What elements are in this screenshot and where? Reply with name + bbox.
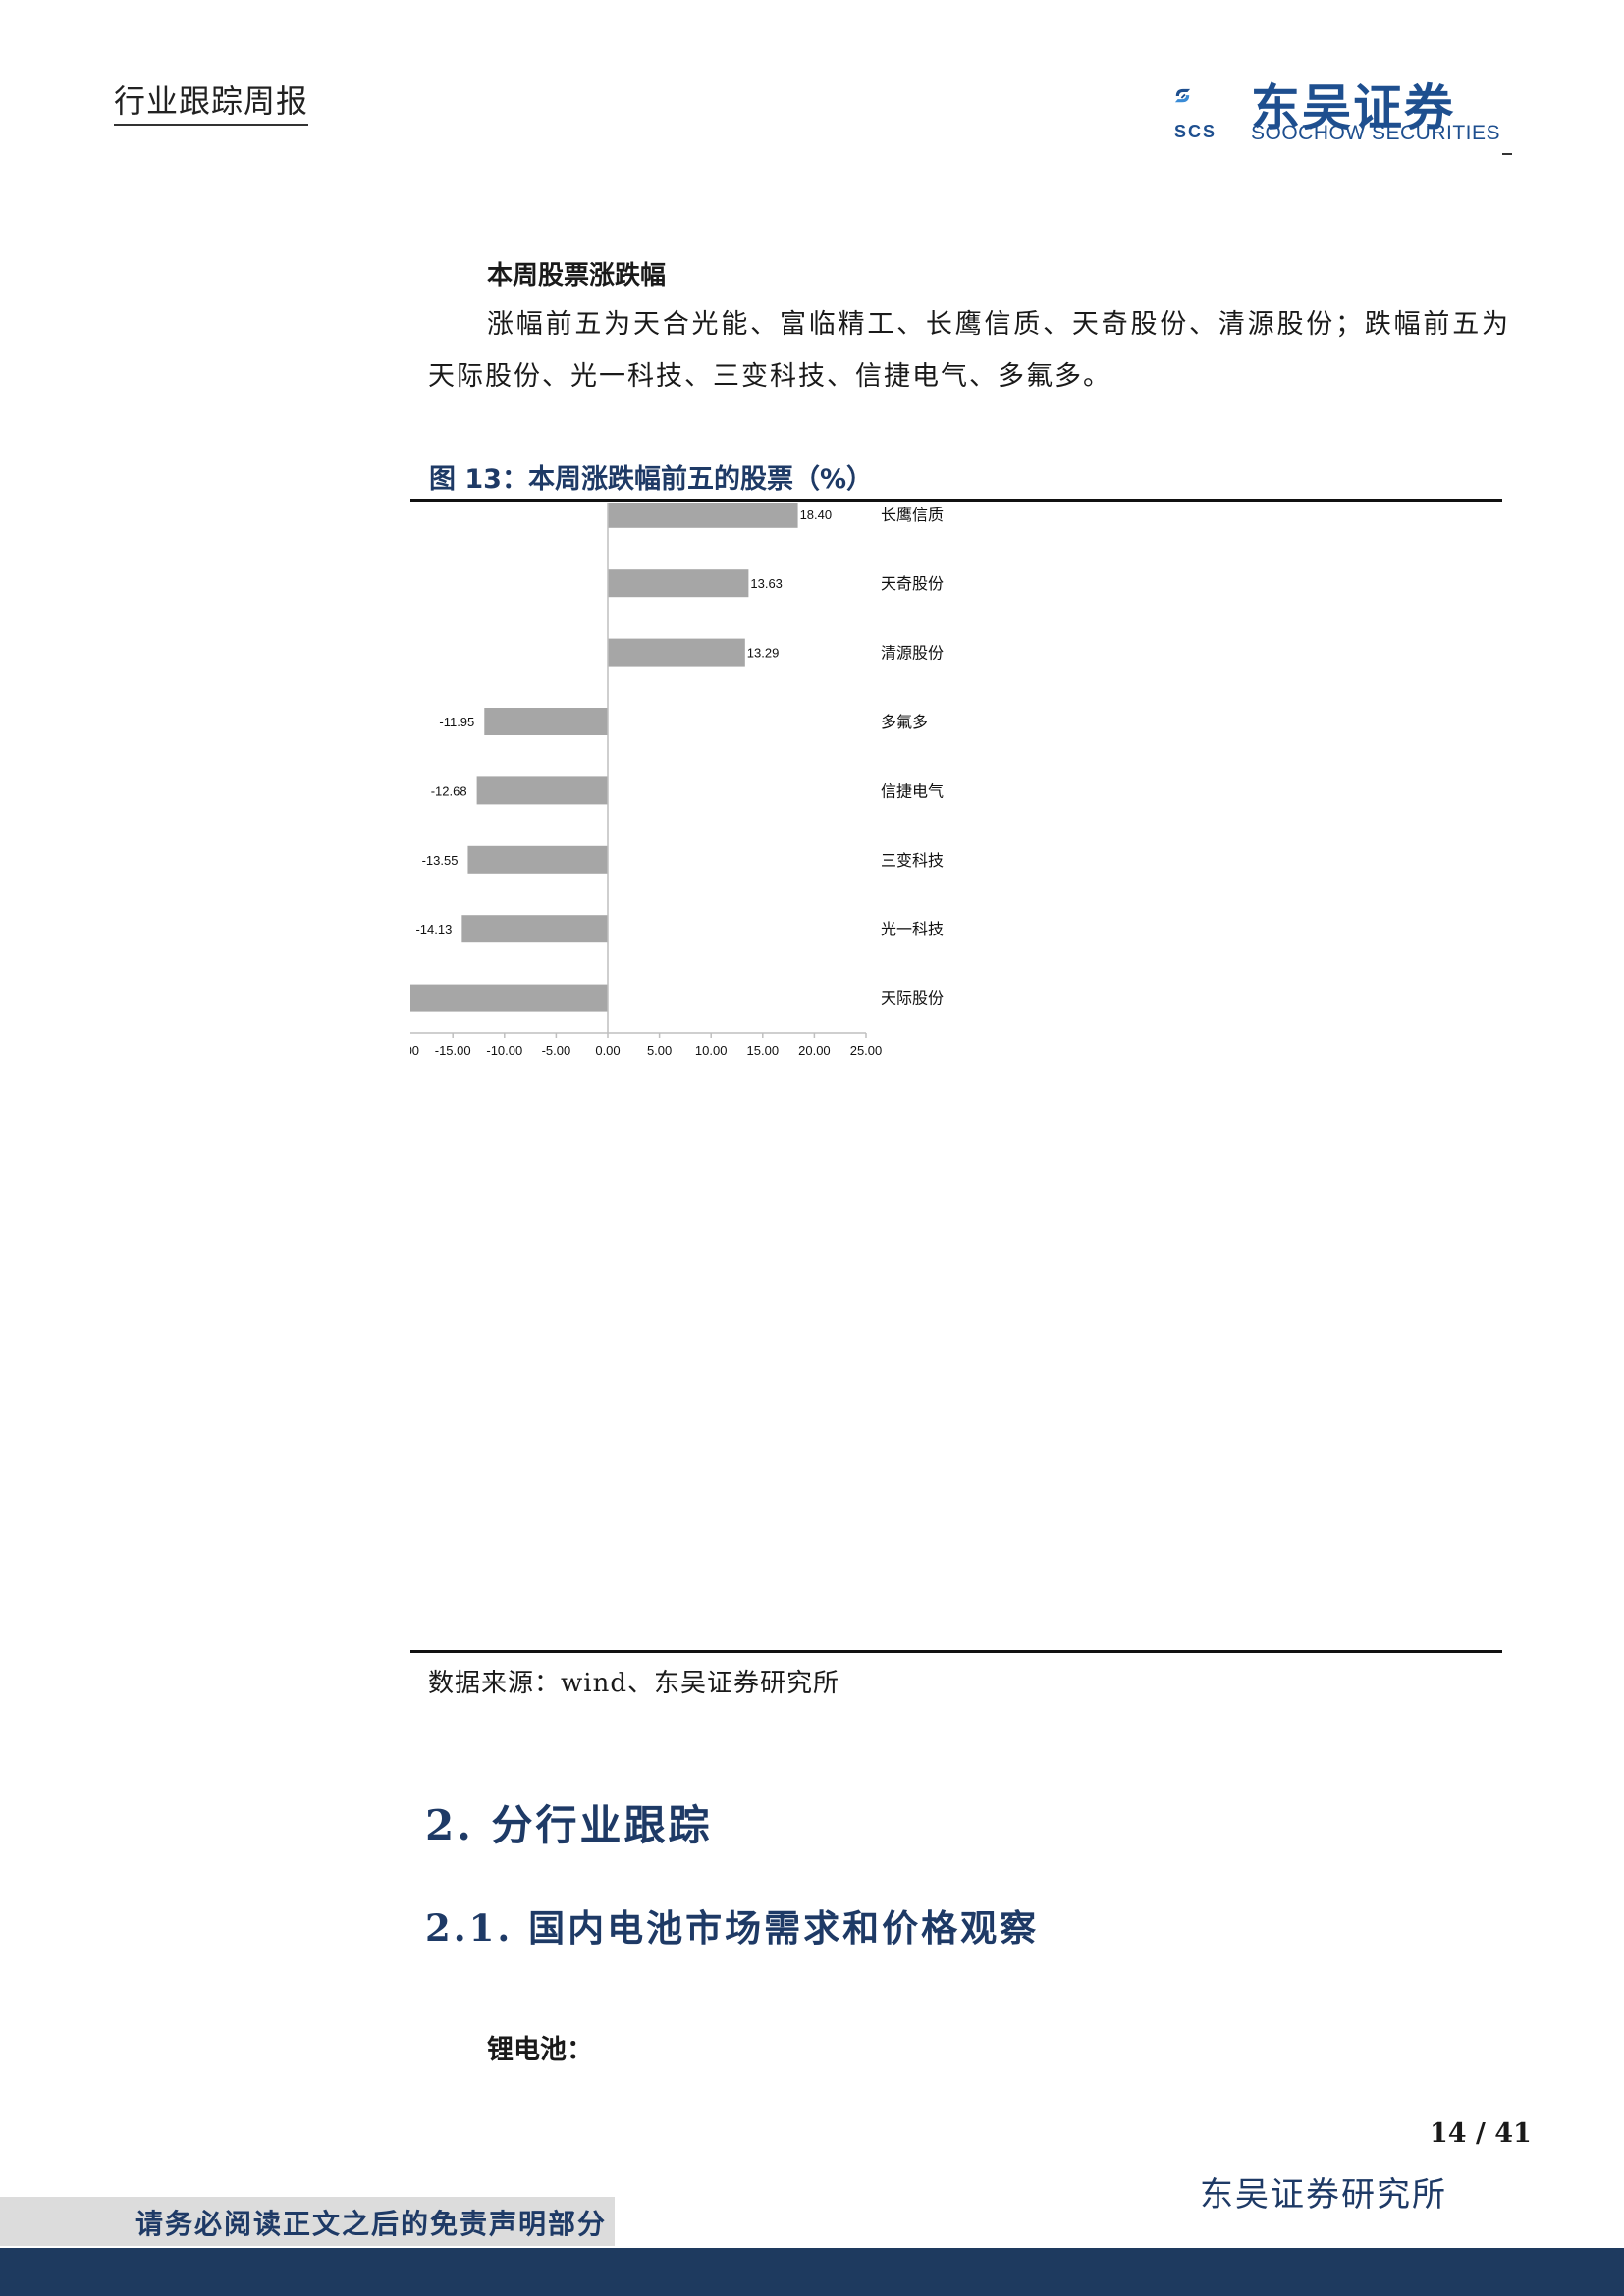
- category-label: 天奇股份: [881, 574, 944, 593]
- logo-mark-icon: [1174, 88, 1191, 103]
- data-label: 13.29: [747, 646, 780, 661]
- data-label: 13.63: [750, 576, 783, 591]
- battery-subheading: 锂电池：: [487, 2035, 593, 2065]
- x-tick-label: -20.00: [410, 1043, 419, 1058]
- disclaimer-text: 请务必阅读正文之后的免责声明部分: [135, 2208, 608, 2240]
- section-heading-1: 2. 分行业跟踪: [425, 1801, 713, 1849]
- footer-org: 东吴证券研究所: [1200, 2175, 1447, 2215]
- section-heading-2: 2.1. 国内电池市场需求和价格观察: [425, 1906, 1040, 1949]
- bar: [608, 503, 798, 528]
- figure-title: 图 13：本周涨跌幅前五的股票（%）: [429, 464, 874, 495]
- category-label: 多氟多: [881, 713, 928, 731]
- x-tick-label: -5.00: [542, 1043, 571, 1058]
- report-type: 行业跟踪周报: [114, 77, 309, 126]
- header-mark: [1502, 153, 1512, 155]
- intro-paragraph: 涨幅前五为天合光能、富临精工、长鹰信质、天奇股份、清源股份；跌幅前五为天际股份、…: [428, 309, 1510, 392]
- category-label: 信捷电气: [881, 781, 944, 800]
- x-tick-label: -15.00: [435, 1043, 471, 1058]
- category-label: 长鹰信质: [881, 506, 944, 524]
- data-label: 18.40: [800, 507, 833, 522]
- logo-name-en: SOOCHOW SECURITIES: [1251, 122, 1501, 144]
- x-tick-label: 0.00: [595, 1043, 620, 1058]
- bar: [410, 984, 608, 1012]
- data-label: -11.95: [439, 715, 474, 729]
- bar: [467, 845, 608, 874]
- bar: [608, 569, 749, 598]
- category-label: 三变科技: [881, 851, 944, 870]
- logo-abbr: SCS: [1174, 122, 1218, 141]
- logo-name-cn: 东吴证券: [1251, 80, 1455, 136]
- x-tick-label: 10.00: [695, 1043, 728, 1058]
- figure-bottom-rule: [410, 1650, 1502, 1653]
- x-tick-label: 15.00: [747, 1043, 780, 1058]
- page-number: 14 / 41: [1430, 2118, 1532, 2149]
- bar: [608, 638, 745, 667]
- x-tick-label: -10.00: [486, 1043, 522, 1058]
- category-label: 清源股份: [881, 644, 944, 663]
- figure-top-rule: [410, 499, 1502, 502]
- disclaimer-box: [0, 2197, 615, 2246]
- data-label: -12.68: [431, 783, 467, 798]
- bar: [461, 915, 608, 943]
- x-tick-label: 5.00: [647, 1043, 672, 1058]
- category-label: 光一科技: [881, 920, 944, 938]
- x-tick-label: 25.00: [850, 1043, 883, 1058]
- bar-chart: 19.79天合光能19.46富临精工18.40长鹰信质13.63天奇股份13.2…: [410, 503, 944, 1058]
- section-subheading: 本周股票涨跌幅: [487, 261, 667, 291]
- bar: [484, 708, 608, 735]
- x-tick-label: 20.00: [798, 1043, 831, 1058]
- company-logo: [1174, 88, 1191, 103]
- bar: [476, 776, 608, 805]
- figure-source: 数据来源：wind、东吴证券研究所: [428, 1669, 839, 1698]
- data-label: -14.13: [415, 922, 452, 936]
- data-label: -13.55: [422, 853, 459, 868]
- footer-bar: [0, 2248, 1624, 2296]
- category-label: 天际股份: [881, 989, 944, 1008]
